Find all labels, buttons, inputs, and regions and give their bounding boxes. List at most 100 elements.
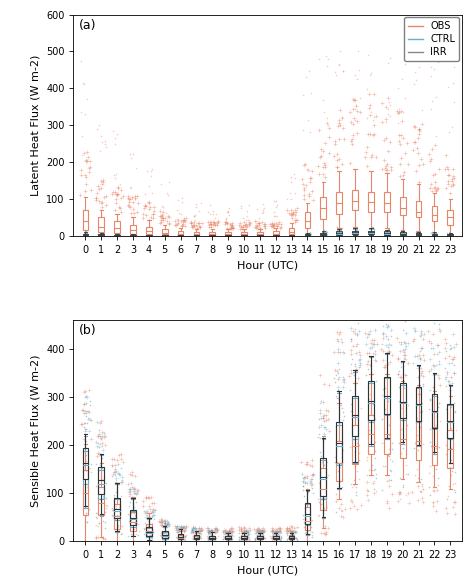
Point bbox=[110, 170, 118, 180]
Point bbox=[450, 352, 457, 361]
Point bbox=[320, 422, 328, 431]
Point bbox=[321, 161, 329, 170]
Point bbox=[224, 231, 232, 240]
Point bbox=[99, 229, 107, 238]
Point bbox=[413, 431, 421, 440]
Point bbox=[191, 220, 198, 230]
Point bbox=[351, 480, 358, 490]
Point bbox=[243, 212, 251, 221]
Point bbox=[158, 515, 166, 525]
Point bbox=[429, 382, 437, 391]
Point bbox=[111, 134, 119, 143]
Point bbox=[299, 90, 307, 100]
Point bbox=[322, 230, 329, 239]
Bar bbox=[193, 232, 199, 235]
Point bbox=[139, 496, 147, 505]
Bar bbox=[225, 536, 231, 539]
Point bbox=[255, 528, 262, 537]
Point bbox=[255, 528, 262, 537]
Point bbox=[115, 202, 122, 211]
Point bbox=[115, 502, 122, 511]
Point bbox=[433, 184, 441, 194]
Point bbox=[164, 520, 171, 529]
Point bbox=[116, 229, 123, 238]
Bar bbox=[416, 387, 421, 421]
Point bbox=[347, 336, 355, 345]
Point bbox=[381, 360, 389, 370]
Point bbox=[115, 526, 123, 535]
Point bbox=[147, 492, 155, 501]
Point bbox=[204, 533, 212, 543]
Point bbox=[228, 526, 236, 536]
Point bbox=[307, 475, 315, 484]
Point bbox=[148, 188, 156, 198]
Point bbox=[141, 201, 149, 210]
Point bbox=[338, 229, 346, 238]
Point bbox=[100, 517, 107, 526]
Point bbox=[192, 203, 200, 212]
Point bbox=[427, 461, 434, 470]
Point bbox=[335, 228, 342, 237]
Point bbox=[238, 531, 246, 540]
Point bbox=[447, 372, 455, 381]
Point bbox=[82, 398, 90, 407]
Point bbox=[350, 434, 358, 443]
Point bbox=[418, 486, 425, 495]
Point bbox=[211, 213, 219, 223]
Point bbox=[415, 389, 422, 399]
Point bbox=[114, 190, 121, 199]
Point bbox=[206, 209, 213, 219]
Point bbox=[159, 522, 167, 532]
Point bbox=[144, 521, 152, 531]
Point bbox=[289, 231, 296, 240]
Point bbox=[339, 124, 347, 133]
Point bbox=[446, 376, 453, 385]
Point bbox=[147, 167, 155, 176]
Point bbox=[288, 173, 295, 182]
Point bbox=[164, 211, 172, 220]
Point bbox=[287, 527, 294, 536]
Point bbox=[192, 534, 200, 543]
Point bbox=[348, 435, 356, 444]
Point bbox=[228, 222, 236, 231]
Point bbox=[257, 526, 265, 535]
Point bbox=[320, 494, 328, 503]
Point bbox=[414, 445, 422, 455]
Point bbox=[126, 202, 134, 212]
Point bbox=[287, 521, 294, 531]
Bar bbox=[400, 385, 406, 420]
Point bbox=[192, 220, 200, 229]
Point bbox=[158, 231, 166, 240]
Point bbox=[337, 459, 345, 469]
Point bbox=[419, 497, 427, 507]
Point bbox=[384, 104, 392, 114]
Point bbox=[402, 460, 410, 469]
Point bbox=[372, 356, 380, 366]
Point bbox=[414, 143, 421, 153]
Point bbox=[246, 525, 254, 535]
Point bbox=[411, 137, 419, 146]
Point bbox=[87, 460, 94, 469]
Point bbox=[143, 523, 150, 532]
Point bbox=[397, 337, 405, 346]
Point bbox=[411, 325, 419, 334]
Point bbox=[276, 536, 284, 545]
Point bbox=[193, 533, 201, 543]
Point bbox=[441, 353, 448, 363]
Point bbox=[351, 105, 359, 114]
Point bbox=[338, 483, 346, 492]
Point bbox=[99, 445, 107, 455]
Bar bbox=[130, 511, 136, 526]
Point bbox=[272, 526, 279, 535]
Point bbox=[158, 521, 166, 530]
Point bbox=[355, 347, 362, 356]
Point bbox=[272, 532, 279, 542]
Point bbox=[223, 529, 230, 539]
Point bbox=[287, 535, 295, 545]
Point bbox=[258, 532, 266, 541]
Point bbox=[252, 220, 260, 230]
Point bbox=[429, 329, 437, 339]
Y-axis label: Latent Heat Flux (W m-2): Latent Heat Flux (W m-2) bbox=[30, 54, 40, 196]
Point bbox=[161, 231, 169, 240]
Point bbox=[179, 220, 187, 229]
